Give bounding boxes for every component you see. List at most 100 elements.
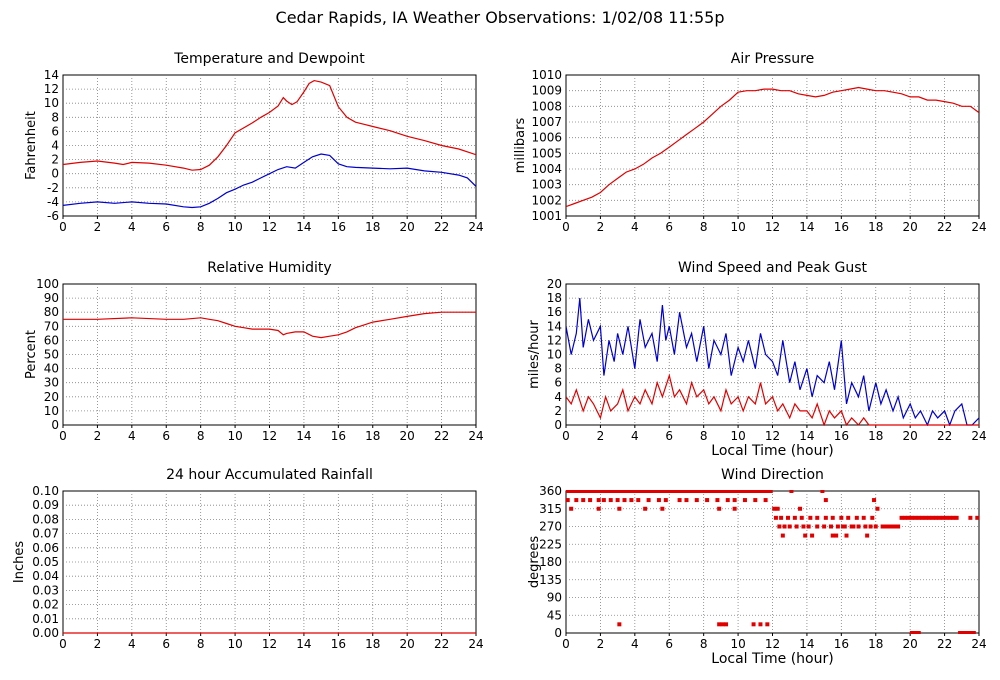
data-point [677,498,682,503]
y-tick-label: 1006 [531,131,562,145]
series-line-red [566,373,979,426]
data-point [856,524,861,529]
data-point [675,490,680,493]
data-point [958,631,963,634]
y-tick-label: 18 [547,291,562,305]
x-tick-label: 14 [296,220,311,234]
y-tick-label: 1007 [531,115,562,129]
data-point [753,498,758,503]
x-tick-label: 18 [868,637,883,651]
y-axis-label: Percent [24,330,39,379]
data-point [779,515,784,520]
data-point [940,515,945,520]
x-tick-label: 8 [700,220,708,234]
data-point [801,524,806,529]
data-point [724,622,729,627]
x-tick-label: 4 [128,220,136,234]
data-point [951,515,956,520]
data-point [696,490,701,493]
data-point [803,533,808,538]
x-tick-label: 16 [331,637,346,651]
data-point [971,631,976,634]
data-point [882,524,887,529]
x-tick-label: 8 [197,220,205,234]
data-point [641,490,646,493]
x-tick-label: 10 [227,429,242,443]
y-tick-label: 0 [51,167,59,181]
data-point [909,515,914,520]
x-tick-label: 12 [262,429,277,443]
x-tick-label: 18 [365,637,380,651]
y-tick-label: 50 [44,348,59,362]
y-tick-label: 2 [51,153,59,167]
data-point [896,524,901,529]
x-tick-label: 20 [903,429,918,443]
data-point [751,490,756,493]
data-point [720,490,725,493]
x-tick-label: 6 [665,220,673,234]
data-point [916,631,921,634]
x-tick-label: 24 [971,429,986,443]
data-point [761,490,766,493]
data-point [705,498,710,503]
data-point [944,515,949,520]
chart-rh: 0 2 4 6 8 10 12 14 16 18 20 22 240102030405060708090… [24,260,484,443]
data-point [913,515,918,520]
data-point [684,498,689,503]
data-point [875,506,880,511]
x-tick-label: 22 [434,220,449,234]
x-tick-label: 22 [937,220,952,234]
data-point [737,490,742,493]
data-point [865,533,870,538]
data-point [622,498,627,503]
x-tick-label: 24 [468,637,483,651]
data-point [644,490,649,493]
data-point [787,524,792,529]
y-tick-label: 1005 [531,146,562,160]
data-point [742,498,747,503]
y-tick-label: 0 [554,626,562,640]
data-point [689,490,694,493]
data-point [607,490,612,493]
x-tick-label: 20 [903,637,918,651]
y-tick-label: 90 [44,291,59,305]
x-tick-label: 4 [631,429,639,443]
x-tick-label: 8 [700,429,708,443]
data-point [566,490,568,493]
data-point [648,490,653,493]
x-tick-label: 20 [400,220,415,234]
data-point [732,498,737,503]
y-tick-label: 70 [44,319,59,333]
x-axis-label: Local Time (hour) [711,443,833,459]
data-point [593,490,598,493]
data-point [785,515,790,520]
y-tick-label: 45 [547,608,562,622]
x-tick-label: 8 [197,429,205,443]
y-tick-label: 0.01 [32,612,59,626]
data-point [823,515,828,520]
x-tick-label: 0 [562,220,570,234]
data-point [772,506,777,511]
x-tick-label: 24 [971,220,986,234]
data-point [679,490,684,493]
x-tick-label: 14 [799,637,814,651]
y-tick-label: 225 [539,537,562,551]
data-point [617,506,622,511]
data-point [662,490,667,493]
data-point [820,490,825,493]
data-point [748,490,753,493]
x-tick-label: 16 [331,220,346,234]
data-point [885,524,890,529]
x-tick-label: 20 [400,637,415,651]
data-point [937,515,942,520]
y-tick-label: 360 [539,484,562,498]
y-tick-label: 1003 [531,178,562,192]
data-point [713,490,718,493]
y-tick-label: 0.10 [32,484,59,498]
y-tick-label: 0.07 [32,527,59,541]
y-tick-label: 0.06 [32,541,59,555]
data-point [780,533,785,538]
data-point [720,622,725,627]
data-point [686,490,691,493]
data-point [961,631,966,634]
